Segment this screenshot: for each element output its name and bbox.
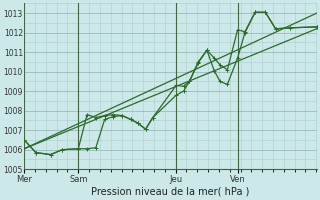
X-axis label: Pression niveau de la mer( hPa ): Pression niveau de la mer( hPa ) [91, 187, 250, 197]
